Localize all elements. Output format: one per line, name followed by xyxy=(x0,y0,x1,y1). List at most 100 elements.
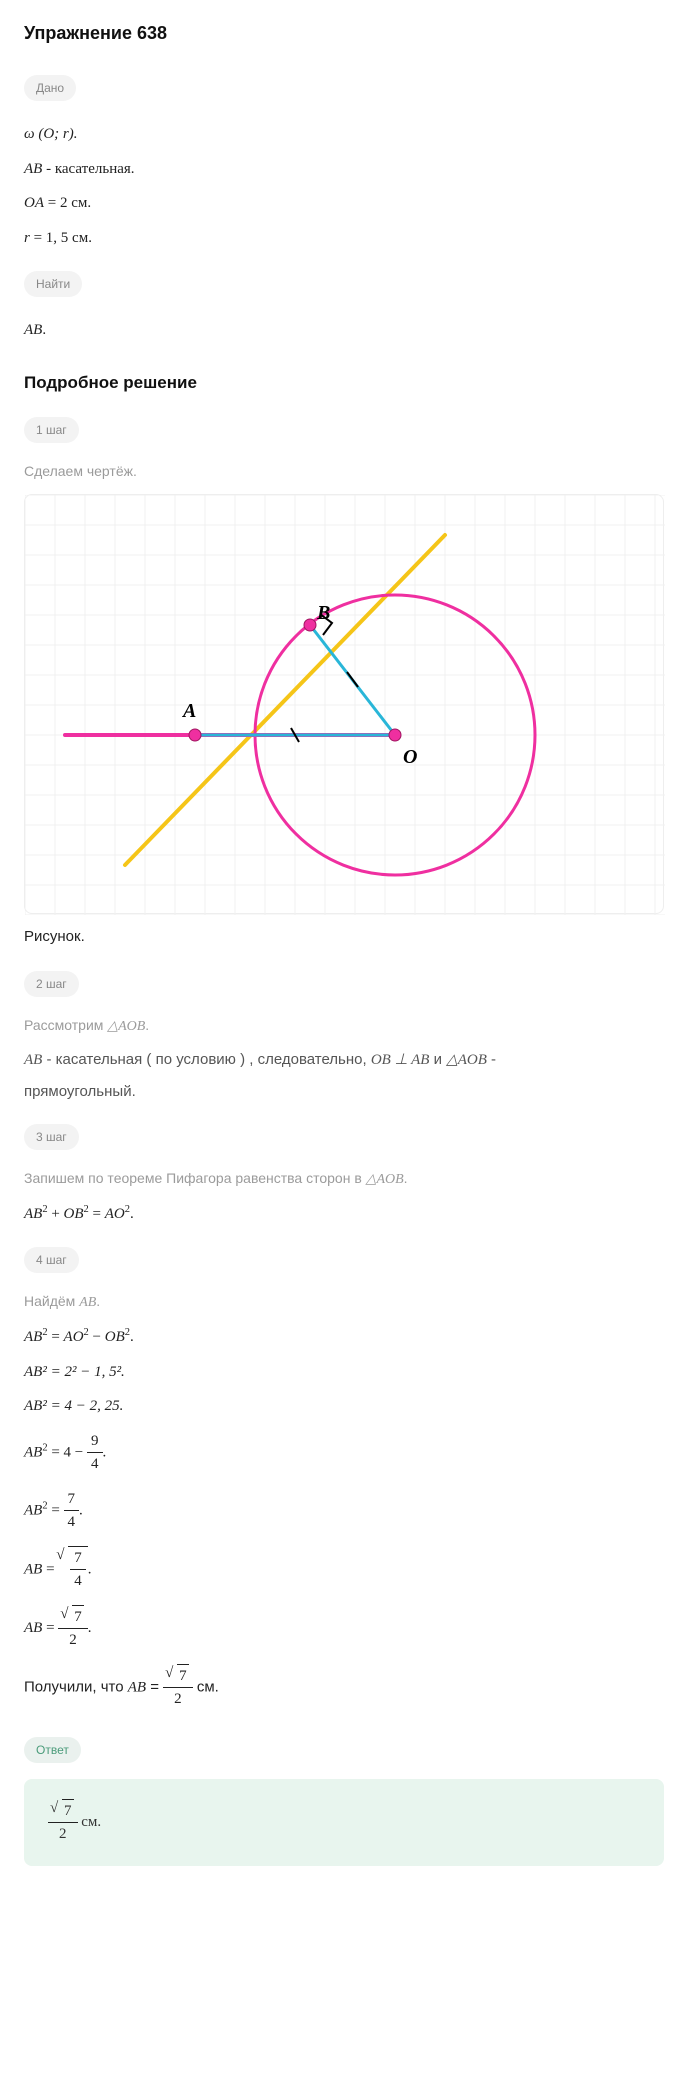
answer-label: Ответ xyxy=(24,1737,81,1763)
given-line-2: AB - касательная. xyxy=(24,158,670,181)
step-4-line-1: AB2 = AO2 − OB2. xyxy=(24,1325,670,1349)
step-2-text-2: прямоугольный. xyxy=(24,1081,670,1104)
var-ao: AO xyxy=(105,1206,125,1222)
step-4-line-4: AB2 = 4 − 94. xyxy=(24,1430,670,1476)
step-4-label: 4 шаг xyxy=(24,1247,79,1273)
eq: = xyxy=(48,1502,64,1518)
eq: = xyxy=(42,1619,58,1635)
text: - касательная ( по условию ) , следовате… xyxy=(42,1051,371,1068)
dot: . xyxy=(96,1293,100,1309)
var-ao: AO xyxy=(64,1329,84,1345)
step-3-label: 3 шаг xyxy=(24,1124,79,1150)
var-ab: AB xyxy=(24,1619,42,1635)
var-ab: AB xyxy=(24,1329,42,1345)
figure-caption: Рисунок. xyxy=(24,926,670,949)
denominator: 4 xyxy=(70,1570,86,1593)
dot: . xyxy=(145,1017,149,1033)
var-ab: AB xyxy=(128,1679,146,1695)
step-2-intro: Рассмотрим △AOB. xyxy=(24,1015,670,1037)
dot: . xyxy=(42,322,46,338)
var-ob: OB xyxy=(105,1329,125,1345)
fraction: 72 xyxy=(48,1799,78,1846)
diagram-svg: ABO xyxy=(25,495,665,915)
sqrt: 7 xyxy=(62,1605,84,1629)
perp-text: OB ⊥ AB xyxy=(371,1052,430,1068)
fraction: 74 xyxy=(70,1547,86,1593)
denominator: 4 xyxy=(87,1453,103,1476)
fraction: 74 xyxy=(64,1488,80,1534)
step-4-line-6: AB = 74. xyxy=(24,1546,670,1593)
var-ab: AB xyxy=(24,1052,42,1068)
denominator: 2 xyxy=(58,1629,88,1652)
svg-text:O: O xyxy=(403,746,417,768)
sqrt: 7 xyxy=(52,1799,74,1823)
eq: = xyxy=(48,1329,64,1345)
text: Запишем по теореме Пифагора равенства ст… xyxy=(24,1170,366,1186)
given-line-3: OA = 2 см. xyxy=(24,192,670,215)
step-3-eq: AB2 + OB2 = AO2. xyxy=(24,1202,670,1226)
var-ab: AB xyxy=(24,1206,42,1222)
dot: . xyxy=(79,1502,83,1518)
given-line-4: r = 1, 5 см. xyxy=(24,227,670,250)
numerator: 7 xyxy=(48,1799,78,1824)
step-4-line-7: AB = 72. xyxy=(24,1605,670,1652)
numerator: 7 xyxy=(64,1488,80,1512)
step-4-line-2: AB² = 2² − 1, 5². xyxy=(24,1361,670,1384)
text: Рассмотрим xyxy=(24,1017,107,1033)
var-ab: AB xyxy=(79,1295,96,1310)
step-2-label: 2 шаг xyxy=(24,971,79,997)
numerator: 7 xyxy=(70,1547,86,1571)
text: Найдём xyxy=(24,1293,79,1309)
sqrt: 7 xyxy=(167,1664,189,1688)
sqrt: 74 xyxy=(58,1546,88,1593)
eq: = xyxy=(89,1206,105,1222)
var-ab: AB xyxy=(24,1444,42,1460)
given-line-1: ω (O; r). xyxy=(24,123,670,146)
answer-box: 72 см. xyxy=(24,1779,664,1866)
dot: . xyxy=(404,1170,408,1186)
step-2-text: AB - касательная ( по условию ) , следов… xyxy=(24,1049,670,1072)
text: - xyxy=(487,1051,496,1068)
plus: + xyxy=(48,1206,64,1222)
text: = 2 см. xyxy=(44,195,91,211)
fraction: 72 xyxy=(163,1664,193,1711)
fraction: 94 xyxy=(87,1430,103,1476)
step-4-line-3: AB² = 4 − 2, 25. xyxy=(24,1395,670,1418)
text: и xyxy=(429,1051,446,1068)
text: - касательная. xyxy=(42,161,134,177)
dot: . xyxy=(103,1444,107,1460)
triangle-aob: △AOB xyxy=(446,1052,487,1068)
triangle-aob: △AOB xyxy=(107,1019,145,1034)
triangle-aob: △AOB xyxy=(366,1172,404,1187)
text: AB² = 4 − 2, 25. xyxy=(24,1398,123,1414)
step-4-line-5: AB2 = 74. xyxy=(24,1488,670,1534)
unit: см. xyxy=(78,1813,102,1829)
eq: = xyxy=(146,1678,163,1695)
geometry-diagram: ABO xyxy=(24,494,664,914)
numerator: 7 xyxy=(58,1605,88,1630)
step-1-desc: Сделаем чертёж. xyxy=(24,461,670,482)
step-1-label: 1 шаг xyxy=(24,417,79,443)
text: = 1, 5 см. xyxy=(30,230,92,246)
unit: см. xyxy=(193,1678,219,1695)
denominator: 2 xyxy=(163,1688,193,1711)
text: Получили, что xyxy=(24,1678,128,1695)
find-line: AB. xyxy=(24,319,670,342)
var-ob: OB xyxy=(64,1206,84,1222)
text: = 4 − xyxy=(48,1444,87,1460)
step-4-conclusion: Получили, что AB = 72 см. xyxy=(24,1664,670,1711)
minus: − xyxy=(89,1329,105,1345)
step-4-desc: Найдём AB. xyxy=(24,1291,670,1313)
dot: . xyxy=(130,1206,134,1222)
dot: . xyxy=(88,1619,92,1635)
var-ab: AB xyxy=(24,1502,42,1518)
numerator: 9 xyxy=(87,1430,103,1454)
step-3-desc: Запишем по теореме Пифагора равенства ст… xyxy=(24,1168,670,1190)
solution-title: Подробное решение xyxy=(24,370,670,396)
given-label: Дано xyxy=(24,75,76,101)
find-label: Найти xyxy=(24,271,82,297)
exercise-title: Упражнение 638 xyxy=(24,20,670,47)
var-ab: AB xyxy=(24,1561,42,1577)
text: AB² = 2² − 1, 5². xyxy=(24,1364,125,1380)
var-oa: OA xyxy=(24,195,44,211)
